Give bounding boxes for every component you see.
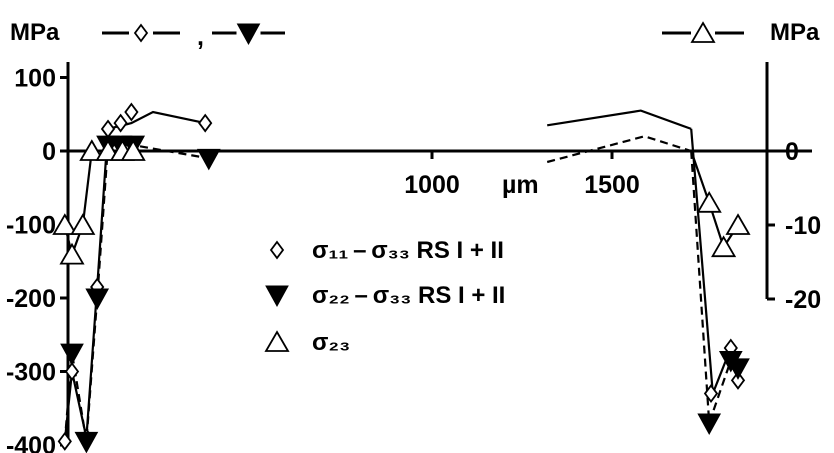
top-legend-open-triangle-marker	[690, 21, 716, 43]
data-point-series-2	[85, 288, 110, 311]
top-legend-separator: ,	[197, 23, 204, 51]
data-point-series-2	[697, 413, 722, 435]
top-legend-filled-triangle-marker	[236, 23, 261, 46]
data-point-series-1	[703, 384, 719, 404]
data-point-series-1	[198, 113, 213, 133]
marker-layer	[52, 102, 751, 453]
data-point-series-1	[124, 102, 139, 122]
right-tick-label: -20	[785, 286, 821, 314]
data-point-series-2	[196, 148, 221, 171]
legend-marker-2	[265, 285, 289, 308]
series-line-2	[546, 135, 692, 164]
series-line-3	[690, 150, 739, 250]
data-point-series-1	[113, 113, 128, 133]
legend-label-2: σ₂₂ – σ₃₃ RS I + II	[312, 282, 505, 309]
legend-label-1: σ₁₁ – σ₃₃ RS I + II	[312, 237, 504, 264]
left-tick-label: -300	[6, 359, 56, 387]
top-legend-diamond-marker	[133, 23, 149, 43]
legend-label-3: σ₂₃	[312, 329, 350, 356]
data-point-series-1	[100, 119, 116, 139]
right-tick-label: 0	[785, 138, 799, 166]
data-point-series-3	[70, 213, 96, 235]
data-point-series-1	[730, 370, 746, 390]
data-point-series-3	[711, 235, 737, 258]
left-tick-label: 100	[14, 65, 56, 93]
data-point-series-3	[52, 213, 78, 235]
series-line-1	[547, 109, 692, 130]
x-tick-label: 1500	[584, 171, 640, 199]
data-point-series-2	[726, 358, 750, 380]
data-point-series-3	[59, 242, 85, 265]
left-tick-label: 0	[42, 138, 56, 166]
x-axis-unit: µm	[502, 171, 539, 199]
data-point-series-2	[60, 343, 84, 366]
top-legend-filled-triangle	[212, 19, 285, 47]
data-point-series-3	[696, 191, 722, 213]
right-tick-label: -10	[785, 212, 821, 240]
data-point-series-1	[64, 362, 80, 381]
left-tick-label: -200	[6, 285, 56, 313]
left-tick-label: -100	[6, 212, 56, 240]
left-tick-label: -400	[6, 432, 56, 453]
legend-marker-1	[269, 240, 285, 260]
right-axis-unit: MPa	[770, 19, 820, 46]
series-line-3	[63, 149, 134, 259]
left-axis-unit: MPa	[10, 19, 60, 46]
legend-layer: , σ₁₁ – σ₃₃ RS I + II σ₂₂ – σ₃₃ RS I + II σ…	[102, 19, 744, 356]
legend-marker-3	[264, 330, 290, 352]
series-line-1	[63, 110, 206, 442]
data-point-series-1	[57, 431, 72, 451]
data-point-series-2	[74, 431, 99, 453]
top-legend-open-triangle	[662, 19, 744, 47]
x-tick-label: 1000	[404, 171, 460, 199]
text-layer: MPa MPa µm 1000-100-200-300-4000-10-2010…	[6, 19, 821, 453]
series-layer	[63, 109, 740, 442]
series-line-2	[690, 150, 739, 424]
data-point-series-3	[79, 139, 105, 161]
data-point-series-3	[725, 213, 751, 235]
top-legend-diamond	[102, 19, 180, 47]
data-point-series-3	[120, 139, 146, 161]
